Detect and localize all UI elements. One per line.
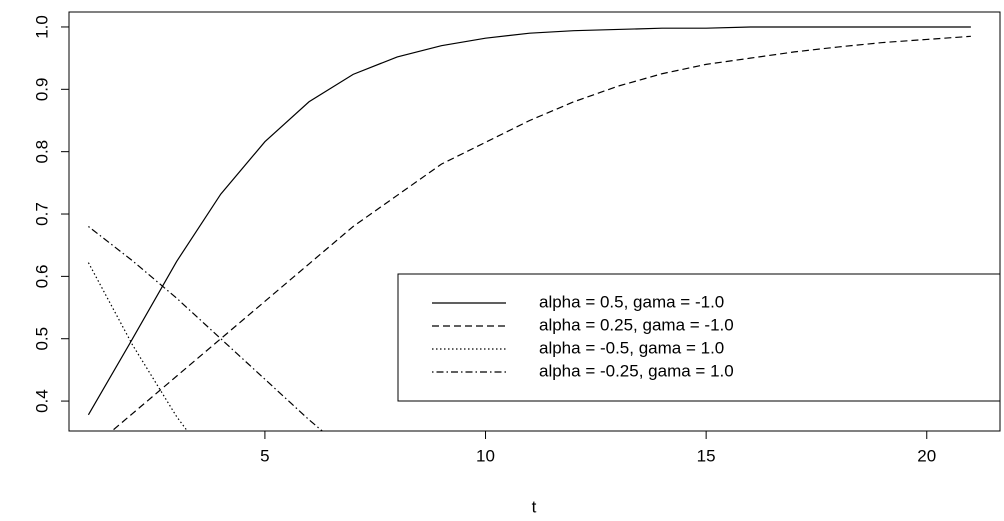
x-tick-label: 10 bbox=[476, 446, 495, 465]
x-axis-label: t bbox=[532, 497, 537, 516]
y-tick-label: 0.9 bbox=[32, 77, 51, 101]
legend-label: alpha = -0.5, gama = 1.0 bbox=[539, 338, 724, 357]
legend-label: alpha = 0.5, gama = -1.0 bbox=[539, 292, 724, 311]
y-tick-label: 0.4 bbox=[32, 389, 51, 413]
y-tick-label: 0.7 bbox=[32, 202, 51, 226]
legend-label: alpha = 0.25, gama = -1.0 bbox=[539, 315, 734, 334]
y-tick-label: 0.5 bbox=[32, 327, 51, 351]
legend-box bbox=[397, 273, 1001, 402]
x-tick-label: 5 bbox=[260, 446, 269, 465]
x-tick-label: 15 bbox=[697, 446, 716, 465]
plot-lines bbox=[87, 26, 971, 431]
x-tick-label: 20 bbox=[917, 446, 936, 465]
legend-label: alpha = -0.25, gama = 1.0 bbox=[539, 361, 734, 380]
series-line bbox=[87, 26, 971, 416]
y-tick-label: 0.6 bbox=[32, 265, 51, 289]
y-tick-label: 0.8 bbox=[32, 140, 51, 164]
series-line bbox=[111, 35, 971, 431]
y-tick-label: 1.0 bbox=[32, 15, 51, 39]
plot-frame bbox=[68, 11, 1001, 432]
series-line bbox=[88, 226, 324, 431]
series-line bbox=[87, 262, 189, 431]
